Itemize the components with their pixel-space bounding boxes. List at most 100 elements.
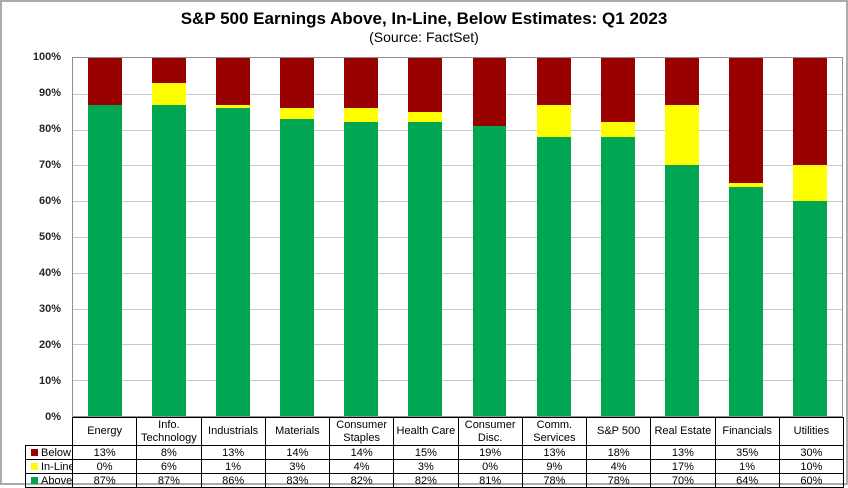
segment-in-line	[216, 104, 251, 109]
legend-label-in-line: In-Line	[41, 460, 73, 473]
plot-area	[72, 57, 843, 417]
value-in-line-consumer-disc: 0%	[457, 459, 523, 475]
value-above-materials: 83%	[264, 473, 331, 488]
bar-column-energy	[73, 58, 137, 416]
category-header-consumer-disc: Consumer Disc.	[457, 416, 523, 447]
category-header-energy: Energy	[71, 416, 138, 447]
segment-in-line	[728, 183, 763, 187]
legend-key-in-line-icon	[31, 462, 38, 470]
y-axis-label: 40%	[38, 267, 61, 279]
value-below-s-p-500: 18%	[585, 445, 652, 461]
table-header-row: Energy Info. Technology Industrials Materia…	[26, 416, 845, 447]
segment-below	[280, 58, 315, 109]
value-below-financials: 35%	[714, 445, 780, 461]
category-header-industrials: Industrials	[200, 416, 266, 447]
stacked-bar-industrials	[216, 58, 251, 416]
value-above-health-care: 82%	[393, 473, 459, 488]
value-below-real-estate: 13%	[650, 445, 716, 461]
value-below-comm-services: 13%	[521, 445, 588, 461]
stacked-bar-consumer-disc	[472, 58, 507, 416]
stacked-bar-health-care	[408, 58, 443, 416]
y-axis-label: 100%	[32, 51, 61, 63]
bar-column-comm-services	[522, 58, 586, 416]
stacked-bar-materials	[280, 58, 315, 416]
segment-above	[792, 201, 827, 416]
y-axis-label: 50%	[38, 231, 61, 243]
y-axis-label: 60%	[38, 195, 61, 207]
value-below-materials: 14%	[264, 445, 331, 461]
gridline	[73, 344, 842, 346]
segment-in-line	[600, 122, 635, 137]
segment-above	[472, 126, 507, 416]
value-in-line-s-p-500: 4%	[585, 459, 652, 475]
table-row-below: Below 13% 8% 13% 14% 14% 15% 19% 13% 18% 13% 35% 30%	[25, 445, 845, 461]
segment-below	[152, 58, 187, 84]
segment-below	[664, 58, 699, 105]
segment-in-line	[344, 108, 379, 123]
value-below-industrials: 13%	[200, 445, 266, 461]
category-header-materials: Materials	[264, 416, 331, 447]
segment-in-line	[408, 111, 443, 123]
segment-above	[408, 122, 443, 416]
segment-above	[280, 118, 315, 416]
legend-cell-above: Above	[25, 473, 73, 488]
value-in-line-health-care: 3%	[393, 459, 459, 475]
value-below-info-technology: 8%	[136, 445, 202, 461]
bar-column-real-estate	[650, 58, 714, 416]
data-table: Energy Info. Technology Industrials Materia…	[25, 416, 845, 488]
y-axis: 100% 90% 80% 70% 60% 50% 40% 30% 20% 10% 0%	[2, 51, 66, 423]
value-above-comm-services: 78%	[521, 473, 588, 488]
segment-in-line	[280, 108, 315, 119]
segment-in-line	[664, 104, 699, 166]
value-in-line-industrials: 1%	[200, 459, 266, 475]
y-axis-label: 70%	[38, 159, 61, 171]
y-axis-label: 90%	[38, 87, 61, 99]
value-above-financials: 64%	[714, 473, 780, 488]
segment-below	[344, 58, 379, 109]
category-header-real-estate: Real Estate	[650, 416, 716, 447]
segment-below	[88, 58, 123, 105]
segment-below	[472, 58, 507, 127]
value-in-line-energy: 0%	[71, 459, 138, 475]
segment-above	[152, 104, 187, 416]
bar-column-s-p-500	[586, 58, 650, 416]
value-above-s-p-500: 78%	[585, 473, 652, 488]
segment-below	[216, 58, 251, 105]
value-above-real-estate: 70%	[650, 473, 716, 488]
legend-label-below: Below	[41, 446, 71, 459]
y-axis-label: 80%	[38, 123, 61, 135]
category-header-s-p-500: S&P 500	[585, 416, 652, 447]
segment-below	[408, 58, 443, 112]
y-axis-label: 10%	[38, 375, 61, 387]
category-header-financials: Financials	[714, 416, 780, 447]
value-above-energy: 87%	[71, 473, 138, 488]
segment-below	[536, 58, 571, 105]
legend-label-above: Above	[41, 474, 73, 487]
value-in-line-consumer-staples: 4%	[328, 459, 395, 475]
bar-series-container	[73, 58, 842, 416]
value-below-utilities: 30%	[778, 445, 845, 461]
bar-column-industrials	[201, 58, 265, 416]
y-axis-label: 0%	[45, 411, 61, 423]
bar-column-consumer-staples	[329, 58, 393, 416]
gridline	[73, 308, 842, 310]
stacked-bar-comm-services	[536, 58, 571, 416]
category-header-info-technology: Info. Technology	[136, 416, 202, 447]
stacked-bar-financials	[728, 58, 763, 416]
category-header-consumer-staples: Consumer Staples	[328, 416, 395, 447]
stacked-bar-energy	[88, 58, 123, 416]
segment-below	[600, 58, 635, 123]
segment-below	[792, 58, 827, 166]
legend-key-below-icon	[31, 448, 38, 456]
stacked-bar-s-p-500	[600, 58, 635, 416]
bar-column-info-technology	[137, 58, 201, 416]
table-row-in-line: In-Line 0% 6% 1% 3% 4% 3% 0% 9% 4% 17% 1% 10%	[25, 459, 845, 475]
value-below-energy: 13%	[71, 445, 138, 461]
segment-above	[536, 136, 571, 416]
category-header-health-care: Health Care	[393, 416, 459, 447]
legend-cell-below: Below	[25, 445, 73, 461]
stacked-bar-info-technology	[152, 58, 187, 416]
segment-above	[216, 108, 251, 416]
value-in-line-materials: 3%	[264, 459, 331, 475]
